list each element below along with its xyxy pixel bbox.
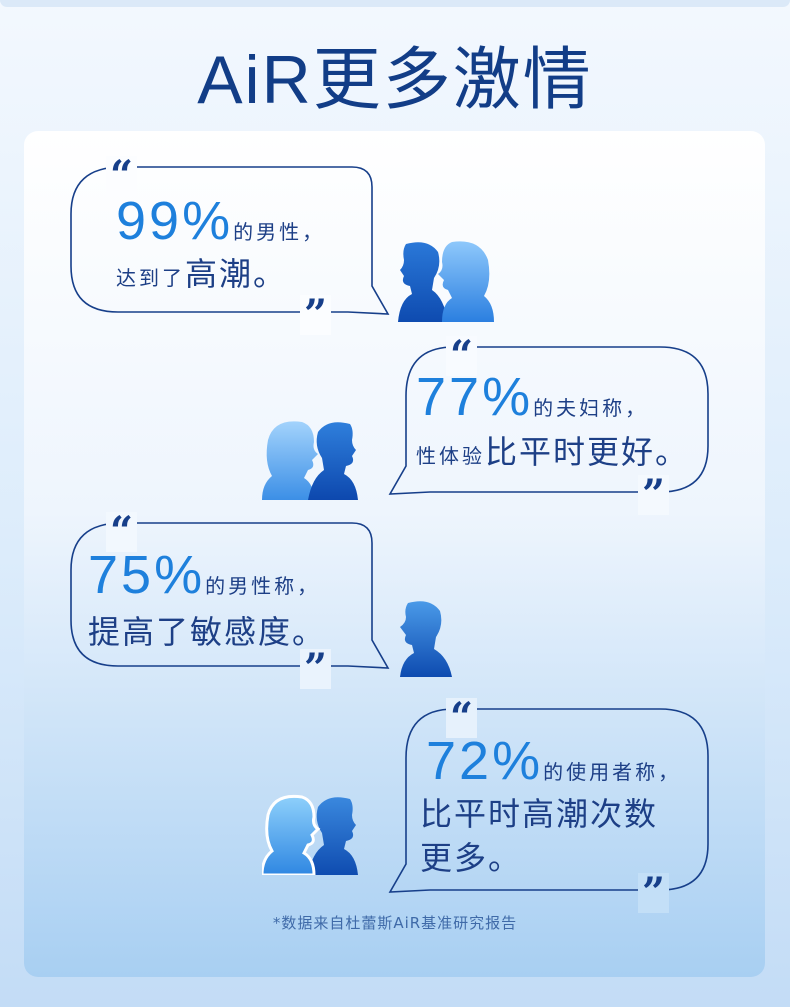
stat-subject: 的男性，: [233, 220, 326, 244]
stat-line-2: 比平时高潮次数: [420, 792, 658, 836]
stat-big-text: 更多。: [420, 839, 523, 877]
quote-open-icon: “: [446, 698, 478, 738]
stat-line-1: 77%的夫妇称，: [416, 366, 648, 428]
stat-line-2: 提高了敏感度。: [88, 610, 326, 654]
stat-bubble-3: “ ” 75%的男性称， 提高了敏感度。: [70, 512, 390, 689]
stat-big-text: 比平时更好。: [485, 433, 690, 471]
speech-bubble-outline: [388, 708, 709, 893]
quote-close-icon: ”: [300, 649, 332, 689]
stat-small-text: 性体验: [416, 444, 485, 468]
stat-line-1: 75%的男性称，: [88, 544, 320, 606]
stat-line-3: 更多。: [420, 836, 522, 880]
stat-subject: 的夫妇称，: [533, 396, 649, 420]
stat-subject: 的使用者称，: [543, 760, 682, 784]
source-footnote: *数据来自杜蕾斯AiR基准研究报告: [272, 914, 518, 932]
speech-bubble-outline: [388, 346, 709, 495]
stat-line-1: 72%的使用者称，: [426, 730, 681, 792]
stat-percent: 75%: [88, 545, 206, 605]
quote-close-icon: ”: [638, 873, 670, 913]
quote-close-icon: ”: [300, 295, 332, 335]
speech-bubble-outline: [70, 522, 390, 669]
stat-percent: 72%: [426, 731, 544, 791]
stat-bubble-2: “ ” 77%的夫妇称， 性体验比平时更好。: [388, 336, 710, 515]
speech-bubble-outline: [70, 166, 390, 315]
stat-big-text: 比平时高潮次数: [420, 795, 659, 833]
page-title: AiR更多激情: [197, 42, 593, 118]
man-icon: [400, 601, 452, 677]
stat-line-2: 性体验比平时更好。: [416, 430, 689, 474]
couple-icon: [398, 241, 494, 322]
quote-open-icon: “: [106, 156, 138, 196]
stat-line-2: 达到了高潮。: [116, 252, 287, 296]
couple-icon: [262, 794, 358, 875]
stat-percent: 99%: [116, 191, 234, 251]
stat-subject: 的男性称，: [205, 574, 321, 598]
quote-close-icon: ”: [638, 475, 670, 515]
stat-bubble-1: “ ” 99%的男性， 达到了高潮。: [70, 156, 390, 335]
stat-percent: 77%: [416, 367, 534, 427]
stat-line-1: 99%的男性，: [116, 190, 325, 252]
stat-big-text: 提高了敏感度。: [88, 613, 327, 651]
quote-open-icon: “: [106, 512, 138, 552]
stat-big-text: 高潮。: [185, 255, 288, 293]
top-strip: [0, 0, 790, 7]
quote-open-icon: “: [446, 336, 478, 376]
stats-card: [24, 131, 765, 977]
stat-small-text: 达到了: [116, 266, 185, 290]
couple-icon: [262, 421, 358, 500]
stat-bubble-4: “ ” 72%的使用者称， 比平时高潮次数 更多。: [388, 698, 710, 913]
